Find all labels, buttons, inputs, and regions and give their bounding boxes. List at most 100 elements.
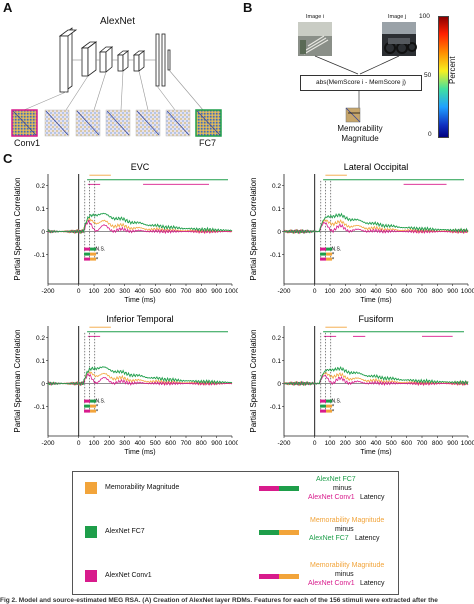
significance-star: *: [332, 405, 335, 411]
x-tick-label: -200: [41, 440, 54, 447]
x-tick-label: 800: [196, 440, 207, 447]
x-tick-label: 0: [77, 440, 81, 447]
x-tick-label: 0: [77, 288, 81, 295]
memorability-label-line2: Magnitude: [341, 134, 379, 143]
y-tick-label: 0.2: [272, 335, 281, 342]
x-tick-label: 1000: [225, 288, 238, 295]
conv1-label: Conv1: [14, 138, 41, 148]
x-tick-label: 500: [150, 288, 161, 295]
legend-label-memorability: Memorability Magnitude: [105, 484, 180, 491]
x-tick-label: 700: [181, 440, 192, 447]
y-tick-label: -0.1: [270, 252, 282, 259]
plot-title: EVC: [131, 162, 150, 172]
x-axis-label: Time (ms): [360, 297, 391, 304]
x-tick-label: 300: [355, 440, 366, 447]
y-tick-label: 0: [277, 381, 281, 388]
plot-fusiform: Fusiform Partial Spearman Correlation 0.2 0…: [249, 314, 474, 456]
x-tick-label: 600: [165, 288, 176, 295]
plot-evc: EVC Partial Spearman Correlation 0.2 0.1 0 -0…: [13, 162, 238, 304]
plot-title: Lateral Occipital: [344, 162, 409, 172]
y-tick-label: -0.1: [34, 252, 46, 259]
x-tick-label: 300: [119, 288, 130, 295]
plot-inferior-temporal: Inferior Temporal Partial Spearman Correl…: [13, 314, 238, 456]
y-tick-label: 0.1: [272, 358, 281, 365]
network-title: AlexNet: [100, 16, 136, 27]
plot-title: Fusiform: [358, 314, 393, 324]
x-tick-label: 800: [432, 440, 443, 447]
x-tick-label: 400: [371, 288, 382, 295]
x-tick-label: 700: [417, 288, 428, 295]
x-axis-label: Time (ms): [124, 297, 155, 304]
colorbar-label: Percent: [448, 56, 457, 84]
legend-label-fc7: AlexNet FC7: [105, 528, 145, 535]
x-tick-label: -200: [41, 288, 54, 295]
latency-bar-fc7-conv1: [259, 486, 299, 491]
x-tick-label: 400: [371, 440, 382, 447]
x-tick-label: 700: [417, 440, 428, 447]
latency-1-suffix: Latency: [360, 494, 385, 501]
x-tick-label: 900: [447, 288, 458, 295]
ns-label: N.S.: [332, 247, 342, 253]
latency-3-second: AlexNet Conv1: [308, 580, 355, 587]
fc7-label: FC7: [199, 138, 217, 148]
legend-box: Memorability Magnitude AlexNet FC7 AlexN…: [72, 471, 399, 595]
latency-bar-mem-fc7: [259, 530, 299, 535]
y-tick-label: -0.1: [34, 404, 46, 411]
latency-2-first: Memorability Magnitude: [310, 517, 385, 524]
alexnet-diagram: [11, 27, 222, 137]
x-tick-label: 600: [401, 288, 412, 295]
latency-2-suffix: Latency: [355, 535, 380, 542]
y-tick-label: -0.1: [270, 404, 282, 411]
x-tick-label: 200: [340, 440, 351, 447]
memorability-label-line1: Memorability: [337, 124, 383, 133]
x-tick-label: 200: [104, 440, 115, 447]
x-tick-label: 600: [165, 440, 176, 447]
latency-1-minus: minus: [333, 485, 352, 492]
x-tick-label: 900: [211, 440, 222, 447]
x-tick-label: 900: [211, 288, 222, 295]
y-tick-label: 0: [41, 229, 45, 236]
x-tick-label: 400: [135, 288, 146, 295]
latency-2-minus: minus: [335, 526, 354, 533]
x-tick-label: 600: [401, 440, 412, 447]
significance-star: *: [96, 258, 99, 264]
y-axis-label: Partial Spearman Correlation: [249, 177, 258, 280]
panel-a-letter: A: [3, 0, 13, 15]
x-tick-label: 0: [313, 440, 317, 447]
latency-2-second: AlexNet FC7: [309, 535, 349, 542]
colorbar-tick-100: 100: [419, 13, 430, 20]
x-tick-label: 0: [313, 288, 317, 295]
y-axis-label: Partial Spearman Correlation: [13, 177, 22, 280]
y-tick-label: 0.2: [36, 335, 45, 342]
y-tick-label: 0.2: [36, 183, 45, 190]
x-tick-label: 200: [104, 288, 115, 295]
x-tick-label: 100: [325, 288, 336, 295]
x-tick-label: 800: [432, 288, 443, 295]
x-tick-label: 1000: [461, 440, 474, 447]
x-tick-label: 100: [89, 288, 100, 295]
x-tick-label: 900: [447, 440, 458, 447]
y-tick-label: 0.2: [272, 183, 281, 190]
legend-label-conv1: AlexNet Conv1: [105, 572, 152, 579]
latency-1-second: AlexNet Conv1: [308, 494, 355, 501]
latency-3-first: Memorability Magnitude: [310, 562, 385, 569]
significance-star: *: [96, 253, 99, 259]
ns-label: N.S.: [96, 399, 106, 405]
memorability-diagram: [298, 22, 417, 123]
x-tick-label: 800: [196, 288, 207, 295]
y-tick-label: 0: [277, 229, 281, 236]
x-tick-label: 500: [386, 440, 397, 447]
x-tick-label: 300: [119, 440, 130, 447]
ns-label: N.S.: [332, 399, 342, 405]
y-axis-label: Partial Spearman Correlation: [13, 329, 22, 432]
x-axis-label: Time (ms): [360, 449, 391, 456]
latency-3-suffix: Latency: [360, 580, 385, 587]
formula-box: abs(MemScore i - MemScore j): [300, 75, 422, 91]
colorbar: [438, 16, 449, 138]
plot-title: Inferior Temporal: [106, 314, 173, 324]
x-tick-label: 500: [386, 288, 397, 295]
x-tick-label: 500: [150, 440, 161, 447]
latency-3-minus: minus: [335, 571, 354, 578]
x-tick-label: 400: [135, 440, 146, 447]
significance-star: *: [96, 410, 99, 416]
